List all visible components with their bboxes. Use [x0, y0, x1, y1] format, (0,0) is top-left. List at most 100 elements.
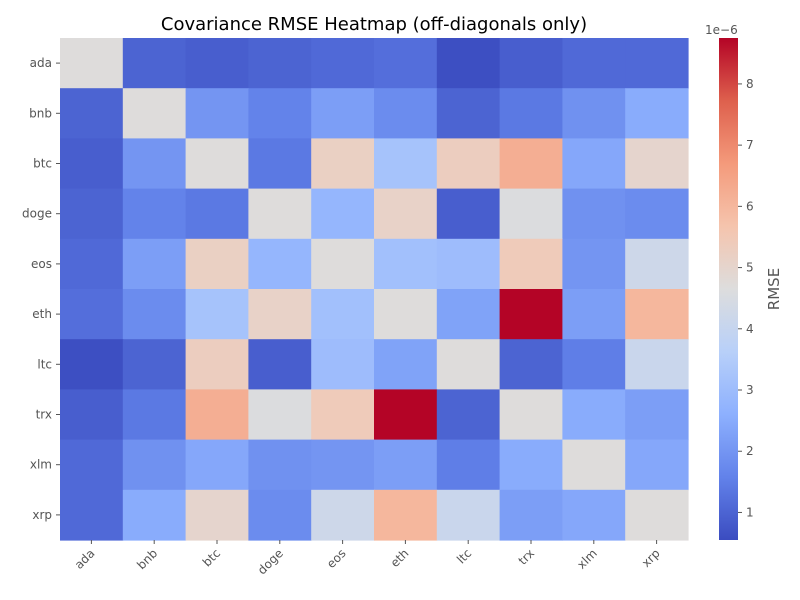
heatmap-cell — [625, 339, 689, 390]
heatmap-cell — [436, 38, 501, 89]
heatmap-cell — [562, 88, 626, 139]
heatmap-cell — [185, 238, 249, 290]
heatmap-cell — [374, 339, 438, 390]
heatmap-cell — [60, 188, 124, 240]
x-tick-label: xrp — [639, 546, 663, 570]
heatmap-cell — [185, 489, 249, 541]
heatmap-cell — [60, 138, 124, 190]
heatmap-cell — [248, 439, 312, 491]
heatmap-cell — [374, 289, 438, 340]
heatmap-cell — [248, 389, 312, 441]
heatmap-cell — [625, 38, 689, 89]
colorbar-tick-label: 2 — [746, 444, 754, 458]
heatmap-cell — [122, 439, 187, 491]
heatmap-cell — [374, 238, 438, 290]
heatmap-cell — [60, 289, 124, 340]
colorbar-tick-label: 4 — [746, 322, 754, 336]
y-tick-label: xlm — [30, 458, 52, 472]
x-tick-label: xlm — [574, 546, 600, 572]
heatmap-cell — [499, 38, 563, 89]
x-tick-label: eth — [388, 546, 412, 570]
heatmap-cell — [562, 489, 626, 541]
heatmap-cell — [122, 88, 187, 139]
heatmap-cell — [185, 339, 249, 390]
y-tick-label: trx — [36, 408, 52, 422]
heatmap-cell — [499, 439, 563, 491]
heatmap-cell — [248, 188, 312, 240]
heatmap-cell — [625, 489, 689, 541]
heatmap-cell — [248, 339, 312, 390]
x-tick-label: btc — [200, 546, 223, 569]
heatmap-cell — [499, 339, 563, 390]
heatmap-cell — [499, 88, 563, 139]
y-tick-label: btc — [33, 157, 52, 171]
heatmap-cell — [436, 289, 501, 340]
heatmap-cell — [625, 138, 689, 190]
heatmap-cell — [248, 289, 312, 340]
heatmap-cell — [625, 188, 689, 240]
heatmap-cell — [185, 138, 249, 190]
colorbar: 1 2 3 4 5 6 7 8 1e−6 RMSE — [705, 23, 783, 540]
heatmap-cell — [562, 238, 626, 290]
heatmap-cell — [60, 439, 124, 491]
heatmap-cell — [436, 439, 501, 491]
heatmap-cell — [625, 439, 689, 491]
x-tick-labels: ada bnb btc doge eos eth ltc trx xlm xrp — [72, 540, 663, 577]
x-tick-label: doge — [255, 546, 286, 577]
heatmap-cell — [436, 188, 501, 240]
heatmap-cell — [436, 339, 501, 390]
heatmap-cell — [122, 238, 187, 290]
heatmap-cell — [499, 238, 563, 290]
heatmap-cell — [60, 489, 124, 541]
heatmap-cells — [60, 38, 689, 541]
heatmap-cell — [625, 289, 689, 340]
heatmap-cell — [311, 38, 375, 89]
heatmap-cell — [499, 389, 563, 441]
heatmap-cell — [122, 188, 187, 240]
heatmap-cell — [625, 88, 689, 139]
heatmap-cell — [499, 289, 563, 340]
heatmap-cell — [122, 38, 187, 89]
heatmap-cell — [374, 38, 438, 89]
heatmap-cell — [562, 339, 626, 390]
heatmap-cell — [185, 188, 249, 240]
heatmap-cell — [311, 238, 375, 290]
heatmap-cell — [248, 489, 312, 541]
y-tick-label: xrp — [32, 508, 52, 522]
heatmap-cell — [499, 188, 563, 240]
heatmap-cell — [122, 389, 187, 441]
heatmap-cell — [311, 289, 375, 340]
heatmap-cell — [185, 439, 249, 491]
x-tick-label: ltc — [454, 546, 474, 566]
heatmap-cell — [311, 489, 375, 541]
heatmap-cell — [60, 339, 124, 390]
colorbar-tick-label: 8 — [746, 77, 754, 91]
heatmap-cell — [625, 238, 689, 290]
heatmap-cell — [374, 389, 438, 441]
heatmap-cell — [499, 138, 563, 190]
x-tick-label: trx — [516, 546, 538, 568]
heatmap-cell — [374, 439, 438, 491]
y-tick-label: eos — [31, 257, 52, 271]
heatmap-cell — [185, 389, 249, 441]
y-tick-label: bnb — [29, 106, 52, 120]
heatmap-cell — [625, 389, 689, 441]
x-tick-label: bnb — [134, 546, 160, 572]
heatmap-cell — [185, 289, 249, 340]
heatmap-cell — [374, 489, 438, 541]
colorbar-ticks: 1 2 3 4 5 6 7 8 — [738, 77, 754, 519]
heatmap-cell — [311, 188, 375, 240]
heatmap-cell — [311, 138, 375, 190]
heatmap-cell — [311, 339, 375, 390]
heatmap-cell — [122, 138, 187, 190]
heatmap-cell — [122, 489, 187, 541]
heatmap-cell — [436, 489, 501, 541]
heatmap-cell — [499, 489, 563, 541]
heatmap-cell — [311, 389, 375, 441]
colorbar-label: RMSE — [765, 268, 783, 310]
colorbar-scale-note: 1e−6 — [705, 23, 738, 37]
heatmap-cell — [562, 188, 626, 240]
heatmap-cell — [248, 238, 312, 290]
y-tick-label: ltc — [37, 357, 52, 371]
